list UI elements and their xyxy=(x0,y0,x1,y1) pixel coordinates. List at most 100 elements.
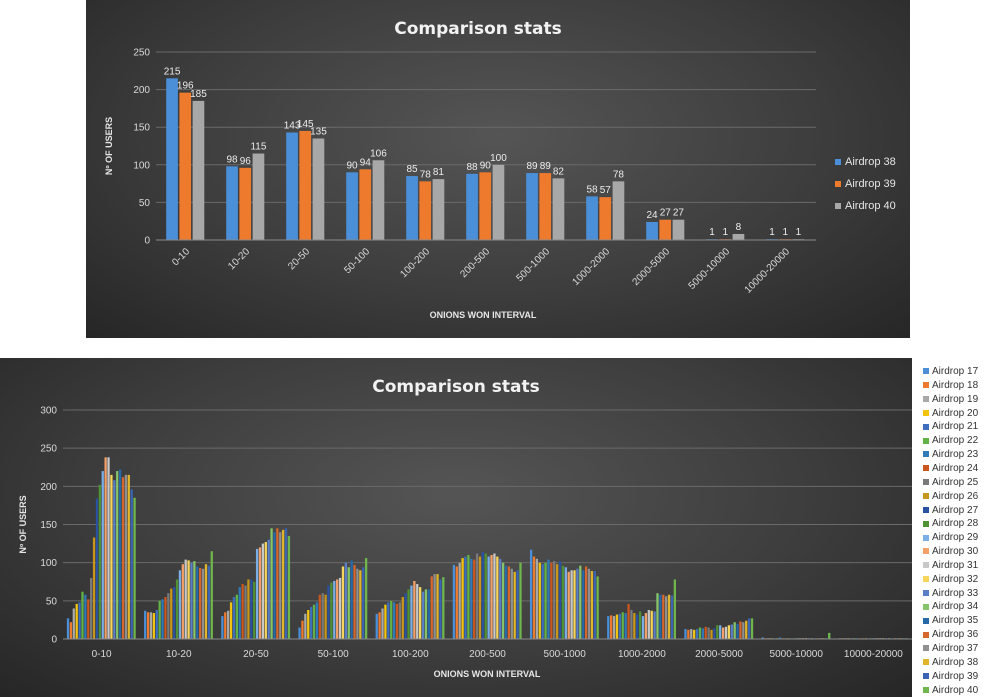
legend-swatch xyxy=(923,437,929,444)
bar xyxy=(149,612,153,639)
legend-swatch xyxy=(923,645,929,652)
bar xyxy=(650,610,653,639)
bar xyxy=(667,594,671,639)
bar-data-label: 81 xyxy=(433,167,445,178)
bar xyxy=(166,78,178,240)
legend-label: Airdrop 28 xyxy=(932,518,979,530)
bar xyxy=(321,593,324,639)
legend-swatch xyxy=(835,203,841,209)
bar xyxy=(375,613,378,639)
bar xyxy=(558,561,562,639)
legend-label: Airdrop 25 xyxy=(932,476,979,488)
legend-item: Airdrop 28 xyxy=(923,518,978,529)
legend-label: Airdrop 21 xyxy=(932,421,979,433)
bar xyxy=(633,613,636,639)
bar xyxy=(539,173,552,240)
bar xyxy=(529,549,533,639)
bar xyxy=(298,627,301,639)
bar xyxy=(555,564,559,639)
bar xyxy=(670,595,674,639)
bar xyxy=(146,612,150,639)
bar xyxy=(372,160,385,240)
bar xyxy=(356,568,359,639)
bar xyxy=(95,498,99,639)
x-tick-label: 2000-5000 xyxy=(695,649,743,660)
legend-swatch xyxy=(923,686,929,693)
bar xyxy=(69,622,73,639)
bar xyxy=(353,564,356,639)
bar xyxy=(381,608,384,639)
y-tick-label: 100 xyxy=(40,558,57,569)
bar xyxy=(470,558,473,639)
bar-data-label: 1 xyxy=(709,227,715,238)
bar-data-label: 27 xyxy=(660,208,672,219)
legend-label: Airdrop 18 xyxy=(932,379,979,391)
bar xyxy=(81,591,84,639)
bar xyxy=(101,471,104,639)
bar xyxy=(410,585,413,639)
bar xyxy=(330,582,333,639)
bar xyxy=(152,613,156,639)
bar xyxy=(644,613,648,639)
bar xyxy=(359,169,372,240)
bar xyxy=(579,565,582,639)
bar xyxy=(350,560,353,639)
chart-top-svg: Comparison stats 0 50 100 150 200 250 Nº OF USE… xyxy=(104,19,896,320)
legend-swatch xyxy=(923,673,929,680)
bar xyxy=(750,618,754,639)
bar xyxy=(201,568,205,639)
bar xyxy=(442,577,445,639)
bar xyxy=(724,626,728,639)
bar xyxy=(299,130,312,240)
bar xyxy=(636,614,639,639)
bar xyxy=(172,587,176,639)
bar xyxy=(312,604,316,639)
legend-swatch xyxy=(923,548,929,555)
bar xyxy=(430,576,433,639)
bar xyxy=(287,535,291,639)
bar xyxy=(229,602,233,639)
bar xyxy=(398,602,402,639)
x-tick-label: 5000-10000 xyxy=(687,246,733,292)
bar xyxy=(490,555,493,639)
legend-item: Airdrop 36 xyxy=(923,629,978,640)
bar xyxy=(175,579,179,639)
x-tick-label: 1000-2000 xyxy=(618,649,666,660)
bar xyxy=(113,480,116,639)
x-axis-label: ONIONS WON INTERVAL xyxy=(430,310,537,320)
legend-swatch xyxy=(923,506,929,513)
bar xyxy=(570,570,573,639)
bar xyxy=(630,609,633,639)
legend-swatch xyxy=(923,576,929,583)
x-tick-label: 100-200 xyxy=(392,649,429,660)
bar xyxy=(118,469,122,639)
legend-item: Airdrop 17 xyxy=(923,366,978,377)
bar xyxy=(504,565,508,639)
y-axis-label: Nº OF USERS xyxy=(18,495,28,553)
legend-label: Airdrop 34 xyxy=(932,601,979,613)
chart-top-comparison: Comparison stats 0 50 100 150 200 250 Nº OF USE… xyxy=(86,0,910,338)
bar xyxy=(499,558,502,639)
legend-item: Airdrop 40 xyxy=(923,685,978,696)
bar xyxy=(745,620,748,639)
bar xyxy=(641,616,645,639)
bar xyxy=(155,609,158,639)
bar xyxy=(496,556,499,639)
bar xyxy=(672,219,685,240)
bar xyxy=(75,603,78,639)
bar xyxy=(338,577,342,639)
bar-data-label: 100 xyxy=(490,153,507,164)
bar xyxy=(439,579,442,639)
bar xyxy=(615,614,619,639)
bar xyxy=(161,599,164,639)
bar xyxy=(727,625,731,639)
bar xyxy=(424,589,428,639)
legend-swatch xyxy=(923,631,929,638)
bar xyxy=(624,613,627,639)
legend-swatch xyxy=(923,382,929,389)
bar xyxy=(199,568,202,639)
bar xyxy=(392,602,396,639)
bar xyxy=(732,233,745,240)
legend-item: Airdrop 19 xyxy=(923,394,978,405)
bar xyxy=(309,606,313,639)
